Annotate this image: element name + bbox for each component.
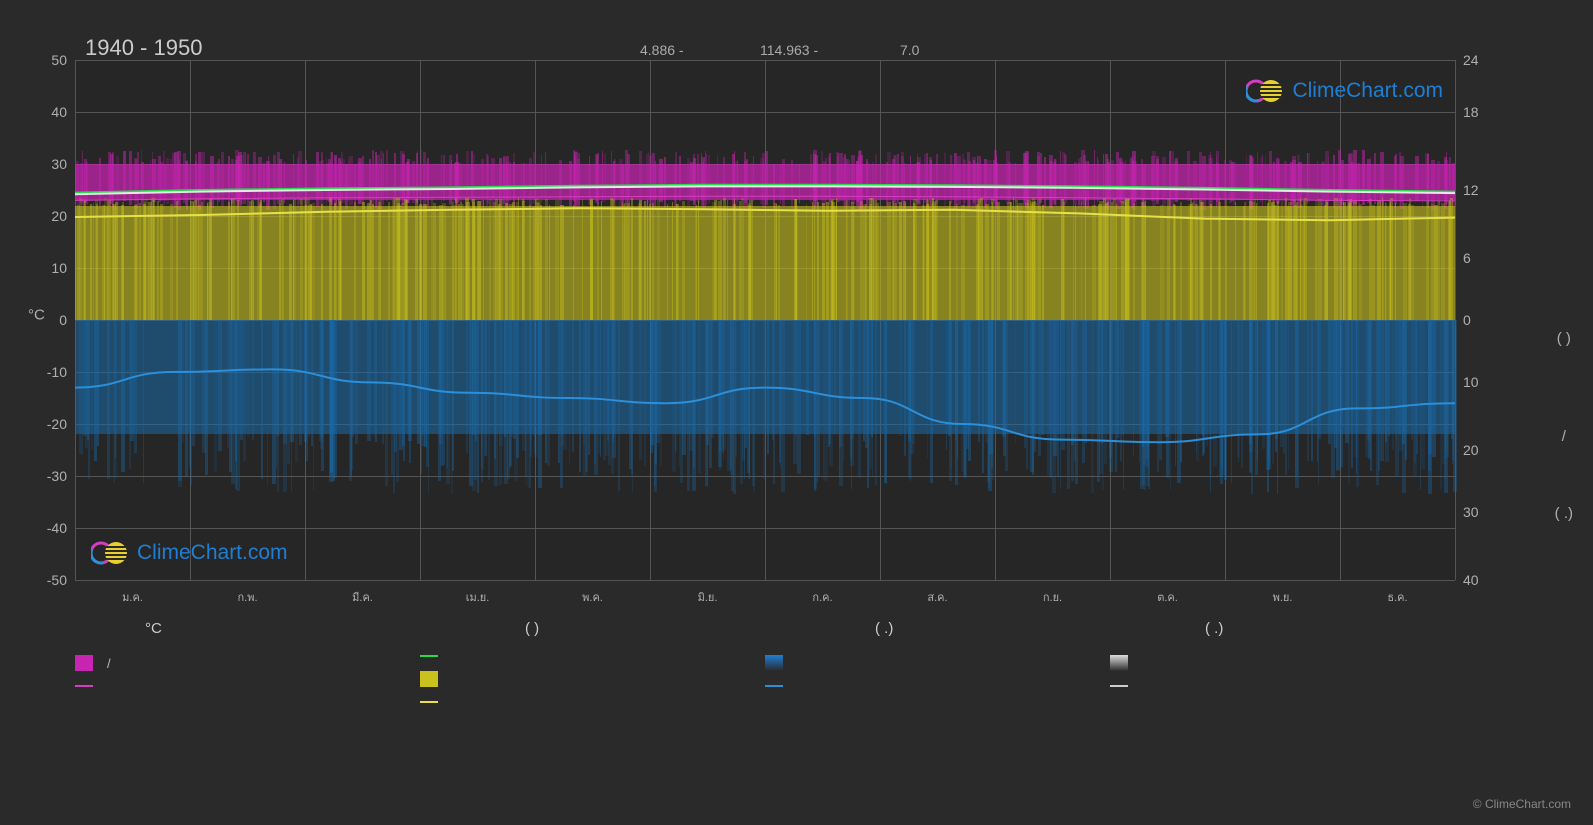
x-tick: พ.ค.	[582, 588, 603, 606]
legend-headers: °C ( ) ( .) ( .)	[75, 620, 1455, 637]
header-elev: 7.0	[900, 42, 919, 58]
legend-swatch	[1110, 655, 1128, 671]
logo-text: ClimeChart.com	[137, 541, 288, 565]
chart-line	[75, 208, 1455, 220]
chart-line	[75, 186, 1455, 194]
legend-item: /	[75, 655, 420, 671]
x-tick: ส.ค.	[927, 588, 947, 606]
copyright: © ClimeChart.com	[1473, 797, 1571, 811]
legend-item	[420, 671, 765, 687]
legend-item	[420, 655, 765, 657]
legend-label: /	[107, 656, 111, 671]
legend-item	[420, 701, 765, 703]
title-year-range: 1940 - 1950	[85, 35, 202, 61]
y-left-tick: -10	[47, 364, 67, 380]
legend-rows: /	[75, 655, 1455, 703]
y-left-tick: 0	[59, 312, 67, 328]
y-right-extra-2: ( .)	[1555, 495, 1573, 533]
y-left-tick: 20	[51, 208, 67, 224]
x-tick: พ.ย.	[1273, 588, 1293, 606]
y-right-axis-title: ( ) / ( .)	[1555, 320, 1573, 533]
logo-icon	[91, 540, 131, 566]
x-tick: ม.ค.	[122, 588, 143, 606]
legend-header-1: ( )	[395, 620, 775, 637]
legend-item	[765, 655, 1110, 671]
legend-swatch	[75, 655, 93, 671]
chart-plot-area: 50403020100-10-20-30-40-50 2418126010203…	[75, 60, 1455, 580]
y-right-tick: 6	[1463, 250, 1471, 266]
logo-text: ClimeChart.com	[1292, 79, 1443, 103]
legend-col	[1110, 655, 1455, 703]
legend-swatch	[765, 655, 783, 671]
legend-swatch	[420, 671, 438, 687]
legend-swatch	[765, 685, 783, 687]
x-tick: มี.ค.	[352, 588, 373, 606]
y-right-tick: 18	[1463, 104, 1479, 120]
legend-item	[765, 685, 1110, 687]
y-right-tick: 40	[1463, 572, 1479, 588]
x-tick: ก.ย.	[1043, 588, 1062, 606]
legend-swatch	[1110, 685, 1128, 687]
y-left-tick: 30	[51, 156, 67, 172]
y-right-tick: 12	[1463, 182, 1479, 198]
y-right-extra-1: /	[1555, 418, 1573, 456]
y-left-tick: -50	[47, 572, 67, 588]
legend: °C ( ) ( .) ( .) /	[75, 620, 1455, 703]
header-lat: 4.886 -	[640, 42, 684, 58]
legend-item	[75, 685, 420, 687]
legend-col	[765, 655, 1110, 703]
y-left-tick: 10	[51, 260, 67, 276]
logo-icon	[1246, 78, 1286, 104]
x-tick: เม.ย.	[466, 588, 490, 606]
y-left-axis-title: °C	[28, 307, 45, 324]
y-right-extra-0: ( )	[1555, 320, 1573, 358]
legend-item	[1110, 685, 1455, 687]
legend-header-0: °C	[75, 620, 395, 637]
header-lon: 114.963 -	[760, 42, 818, 58]
x-tick: ธ.ค.	[1387, 588, 1407, 606]
legend-swatch	[75, 685, 93, 687]
y-right-tick: 20	[1463, 442, 1479, 458]
legend-item	[1110, 655, 1455, 671]
legend-col	[420, 655, 765, 703]
y-right-tick: 24	[1463, 52, 1479, 68]
legend-header-3: ( .)	[1125, 620, 1455, 637]
x-tick: ก.ค.	[812, 588, 832, 606]
grid-line-h	[75, 580, 1455, 581]
legend-swatch	[420, 655, 438, 657]
logo-top-right: ClimeChart.com	[1246, 78, 1443, 104]
logo-bottom-left: ClimeChart.com	[91, 540, 288, 566]
legend-col: /	[75, 655, 420, 703]
y-left-tick: -20	[47, 416, 67, 432]
chart-line	[75, 196, 1455, 201]
y-left-tick: 50	[51, 52, 67, 68]
y-left-tick: -30	[47, 468, 67, 484]
x-tick: ก.พ.	[237, 588, 257, 606]
x-tick: มิ.ย.	[698, 588, 718, 606]
data-lines	[75, 60, 1455, 580]
y-left-tick: 40	[51, 104, 67, 120]
y-right-tick: 0	[1463, 312, 1471, 328]
y-right-tick: 30	[1463, 504, 1479, 520]
x-tick: ต.ค.	[1157, 588, 1178, 606]
y-right-tick: 10	[1463, 374, 1479, 390]
legend-swatch	[420, 701, 438, 703]
chart-line-blue	[75, 369, 1455, 442]
legend-header-2: ( .)	[775, 620, 1125, 637]
y-left-tick: -40	[47, 520, 67, 536]
